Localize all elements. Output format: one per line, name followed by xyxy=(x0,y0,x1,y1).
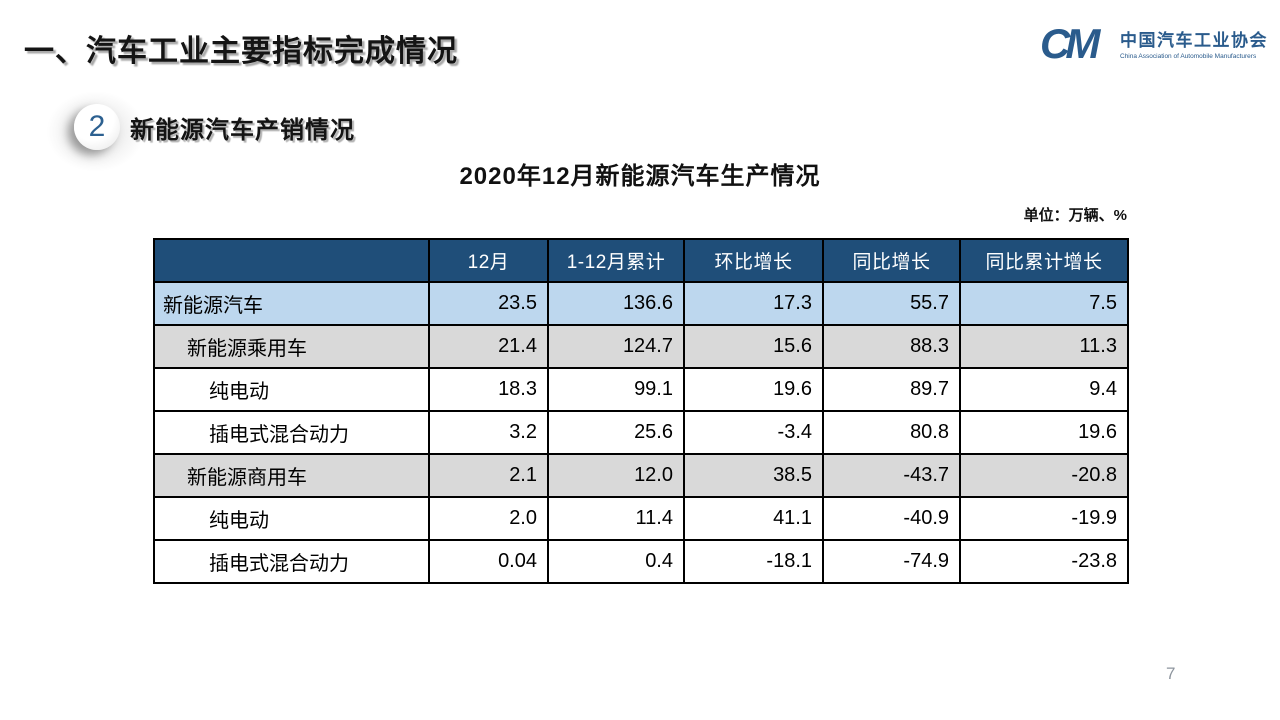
value-cell: -40.9 xyxy=(822,496,961,541)
value-cell: 124.7 xyxy=(547,324,685,369)
table-row: 新能源汽车 23.5 136.6 17.3 55.7 7.5 xyxy=(153,281,1129,326)
value-cell: -18.1 xyxy=(683,539,824,584)
column-header: 环比增长 xyxy=(683,238,824,283)
value-cell: 0.4 xyxy=(547,539,685,584)
row-label: 插电式混合动力 xyxy=(153,539,430,584)
table-title: 2020年12月新能源汽车生产情况 xyxy=(459,163,821,190)
row-label: 新能源汽车 xyxy=(153,281,430,326)
value-cell: 55.7 xyxy=(822,281,961,326)
value-cell: 136.6 xyxy=(547,281,685,326)
column-header: 1-12月累计 xyxy=(547,238,685,283)
row-label: 纯电动 xyxy=(153,496,430,541)
corner-header-cell xyxy=(153,238,430,283)
table-row: 插电式混合动力 3.2 25.6 -3.4 80.8 19.6 xyxy=(153,410,1129,455)
row-label: 插电式混合动力 xyxy=(153,410,430,455)
value-cell: 80.8 xyxy=(822,410,961,455)
table-row: 插电式混合动力 0.04 0.4 -18.1 -74.9 -23.8 xyxy=(153,539,1129,584)
value-cell: 21.4 xyxy=(428,324,549,369)
value-cell: 2.0 xyxy=(428,496,549,541)
page-number: 7 xyxy=(1166,664,1176,683)
value-cell: 89.7 xyxy=(822,367,961,412)
value-cell: 0.04 xyxy=(428,539,549,584)
table-header-row: 12月 1-12月累计 环比增长 同比增长 同比累计增长 xyxy=(153,238,1129,283)
value-cell: -3.4 xyxy=(683,410,824,455)
table-row: 纯电动 2.0 11.4 41.1 -40.9 -19.9 xyxy=(153,496,1129,541)
value-cell: 99.1 xyxy=(547,367,685,412)
table-body: 新能源汽车 23.5 136.6 17.3 55.7 7.5 新能源乘用车 21.4 124.7… xyxy=(153,281,1129,584)
value-cell: 7.5 xyxy=(959,281,1129,326)
caam-logo-icon: CM xyxy=(1042,20,1106,66)
page-title: 一、汽车工业主要指标完成情况 xyxy=(24,26,458,70)
value-cell: 88.3 xyxy=(822,324,961,369)
section-heading: 新能源汽车产销情况 xyxy=(130,117,355,144)
value-cell: 3.2 xyxy=(428,410,549,455)
section-badge-circle: 2 xyxy=(74,104,120,150)
caam-logo-text: 中国汽车工业协会 China Association of Automobile… xyxy=(1120,26,1268,60)
value-cell: 12.0 xyxy=(547,453,685,498)
value-cell: 38.5 xyxy=(683,453,824,498)
value-cell: 15.6 xyxy=(683,324,824,369)
value-cell: 25.6 xyxy=(547,410,685,455)
column-header: 同比增长 xyxy=(822,238,961,283)
logo-name-en: China Association of Automobile Manufact… xyxy=(1120,53,1257,60)
table-row: 纯电动 18.3 99.1 19.6 89.7 9.4 xyxy=(153,367,1129,412)
value-cell: 11.3 xyxy=(959,324,1129,369)
value-cell: 41.1 xyxy=(683,496,824,541)
value-cell: -43.7 xyxy=(822,453,961,498)
row-label: 新能源商用车 xyxy=(153,453,430,498)
svg-text:CM: CM xyxy=(1042,20,1101,66)
value-cell: 17.3 xyxy=(683,281,824,326)
table-row: 新能源商用车 2.1 12.0 38.5 -43.7 -20.8 xyxy=(153,453,1129,498)
value-cell: 19.6 xyxy=(959,410,1129,455)
page-title-prefix: 一、 xyxy=(24,35,86,68)
value-cell: 11.4 xyxy=(547,496,685,541)
column-header: 同比累计增长 xyxy=(959,238,1129,283)
value-cell: -19.9 xyxy=(959,496,1129,541)
value-cell: 2.1 xyxy=(428,453,549,498)
unit-label: 单位：万辆、% xyxy=(1023,207,1127,224)
section-number: 2 xyxy=(88,110,106,143)
row-label: 新能源乘用车 xyxy=(153,324,430,369)
caam-logo: CM 中国汽车工业协会 China Association of Automob… xyxy=(1042,20,1268,66)
row-label: 纯电动 xyxy=(153,367,430,412)
value-cell: 19.6 xyxy=(683,367,824,412)
table-row: 新能源乘用车 21.4 124.7 15.6 88.3 11.3 xyxy=(153,324,1129,369)
value-cell: -74.9 xyxy=(822,539,961,584)
value-cell: -23.8 xyxy=(959,539,1129,584)
value-cell: 9.4 xyxy=(959,367,1129,412)
column-header: 12月 xyxy=(428,238,549,283)
value-cell: 18.3 xyxy=(428,367,549,412)
value-cell: 23.5 xyxy=(428,281,549,326)
value-cell: -20.8 xyxy=(959,453,1129,498)
page-title-text: 汽车工业主要指标完成情况 xyxy=(86,35,458,68)
production-table: 12月 1-12月累计 环比增长 同比增长 同比累计增长 新能源汽车 23.5 136.6 1… xyxy=(153,238,1129,584)
logo-name-cn: 中国汽车工业协会 xyxy=(1120,31,1268,50)
